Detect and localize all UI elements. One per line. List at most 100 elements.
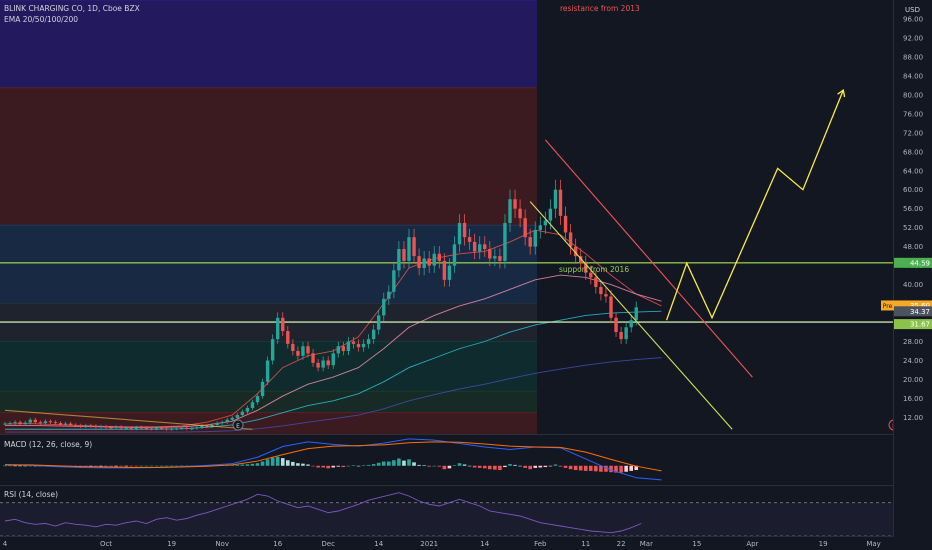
candle	[18, 420, 22, 426]
macd-histogram-bar	[634, 465, 639, 471]
price-label-2: 35.60 Pre	[881, 300, 932, 311]
candle	[629, 314, 633, 333]
macd-histogram-bar	[245, 464, 250, 466]
candle	[366, 334, 371, 349]
macd-histogram-bar	[578, 465, 583, 471]
macd-histogram-bar	[452, 465, 457, 466]
candle-body	[609, 296, 613, 318]
candle-body	[518, 208, 522, 219]
candle-body	[437, 253, 441, 261]
macd-histogram-bar	[356, 465, 361, 467]
trendlines-layer	[4, 139, 753, 430]
candle	[68, 421, 73, 427]
candle-body	[281, 317, 285, 332]
candle-body	[33, 419, 37, 423]
ema-legend[interactable]: EMA 20/50/100/200	[4, 15, 79, 24]
candle	[164, 426, 169, 431]
candle-body	[472, 241, 477, 252]
earnings-marker-1[interactable]: E	[232, 419, 244, 431]
candle	[356, 339, 361, 352]
time-tick-label: 19	[167, 540, 176, 548]
candle	[185, 426, 189, 431]
macd-histogram-bar	[538, 465, 543, 468]
candle	[134, 425, 138, 431]
candle-body	[18, 422, 22, 425]
macd-histogram-bar	[119, 465, 123, 467]
candle	[518, 199, 522, 228]
candle-body	[144, 427, 149, 429]
time-tick-label: Feb	[534, 540, 547, 548]
macd-histogram-bar	[84, 465, 88, 467]
fib-zone-6	[0, 412, 537, 434]
candle-body	[573, 246, 578, 257]
candle-body	[619, 332, 623, 340]
macd-histogram-bar	[417, 464, 421, 466]
candle	[23, 420, 27, 426]
candle	[114, 425, 118, 430]
candle-body	[498, 256, 502, 261]
macd-histogram-bar	[296, 463, 300, 466]
macd-line-0	[4, 438, 662, 481]
macd-histogram-bar	[543, 465, 548, 468]
candle	[195, 425, 199, 430]
candle	[457, 214, 462, 253]
fib-zone-0	[0, 0, 537, 88]
candle	[291, 339, 295, 356]
candle-body	[528, 237, 532, 247]
candle	[533, 221, 537, 255]
candle-body	[543, 220, 548, 226]
macd-legend[interactable]: MACD (12, 26, close, 9)	[4, 440, 93, 449]
candle	[331, 349, 335, 370]
candle	[563, 206, 568, 241]
candle	[63, 421, 68, 427]
macd-histogram-bar	[604, 465, 608, 472]
candle	[579, 248, 583, 271]
time-axis[interactable]: 4 Oct 19 Nov 16 Dec 14 2021 14 Feb 11 22 Mar 15 Apr 19 M…	[3, 540, 881, 548]
candle-body	[124, 427, 128, 429]
candle-body	[629, 320, 633, 328]
candle-body	[169, 428, 174, 430]
candle	[139, 425, 144, 430]
candle-body	[452, 244, 457, 266]
candle-body	[58, 423, 63, 425]
macd-histogram-bar	[286, 460, 290, 466]
time-tick-label: 15	[692, 540, 701, 548]
price-label-box	[894, 257, 932, 268]
candle-body	[164, 428, 169, 430]
macd-histogram-bar	[457, 463, 462, 466]
fib-zone-2	[0, 225, 537, 304]
candle-body	[43, 421, 48, 424]
price-tick-label: 16.00	[903, 395, 923, 403]
macd-histogram-bar	[250, 463, 255, 466]
candle-body	[185, 427, 189, 429]
candle	[478, 236, 482, 260]
projection-layer	[665, 88, 846, 321]
macd-histogram-bar	[28, 465, 33, 467]
macd-histogram-bar	[270, 457, 275, 466]
macd-histogram-bar	[275, 456, 280, 466]
candle-body	[488, 249, 492, 259]
candle	[169, 427, 174, 431]
macd-histogram-bar	[306, 464, 310, 466]
price-label-box	[894, 300, 932, 311]
candle-body	[149, 428, 154, 430]
candle	[543, 211, 548, 235]
macd-histogram-bar	[447, 465, 452, 469]
candle-body	[180, 427, 184, 429]
macd-histogram-bar	[462, 464, 467, 466]
macd-histogram-bar	[3, 465, 7, 467]
candle-body	[296, 350, 300, 356]
macd-histogram-bar	[265, 459, 270, 466]
candle	[250, 399, 255, 411]
rsi-legend[interactable]: RSI (14, close)	[4, 490, 59, 499]
price-axis-bg[interactable]	[893, 0, 932, 537]
candle-body	[53, 422, 58, 424]
candle	[48, 419, 53, 424]
candle-body	[483, 244, 487, 250]
macd-histogram-bar	[518, 465, 522, 467]
candle	[154, 426, 159, 431]
macd-histogram-bar	[89, 465, 93, 467]
candle	[407, 228, 411, 269]
symbol-title[interactable]: BLINK CHARGING CO, 1D, Cboe BZX	[4, 4, 140, 13]
